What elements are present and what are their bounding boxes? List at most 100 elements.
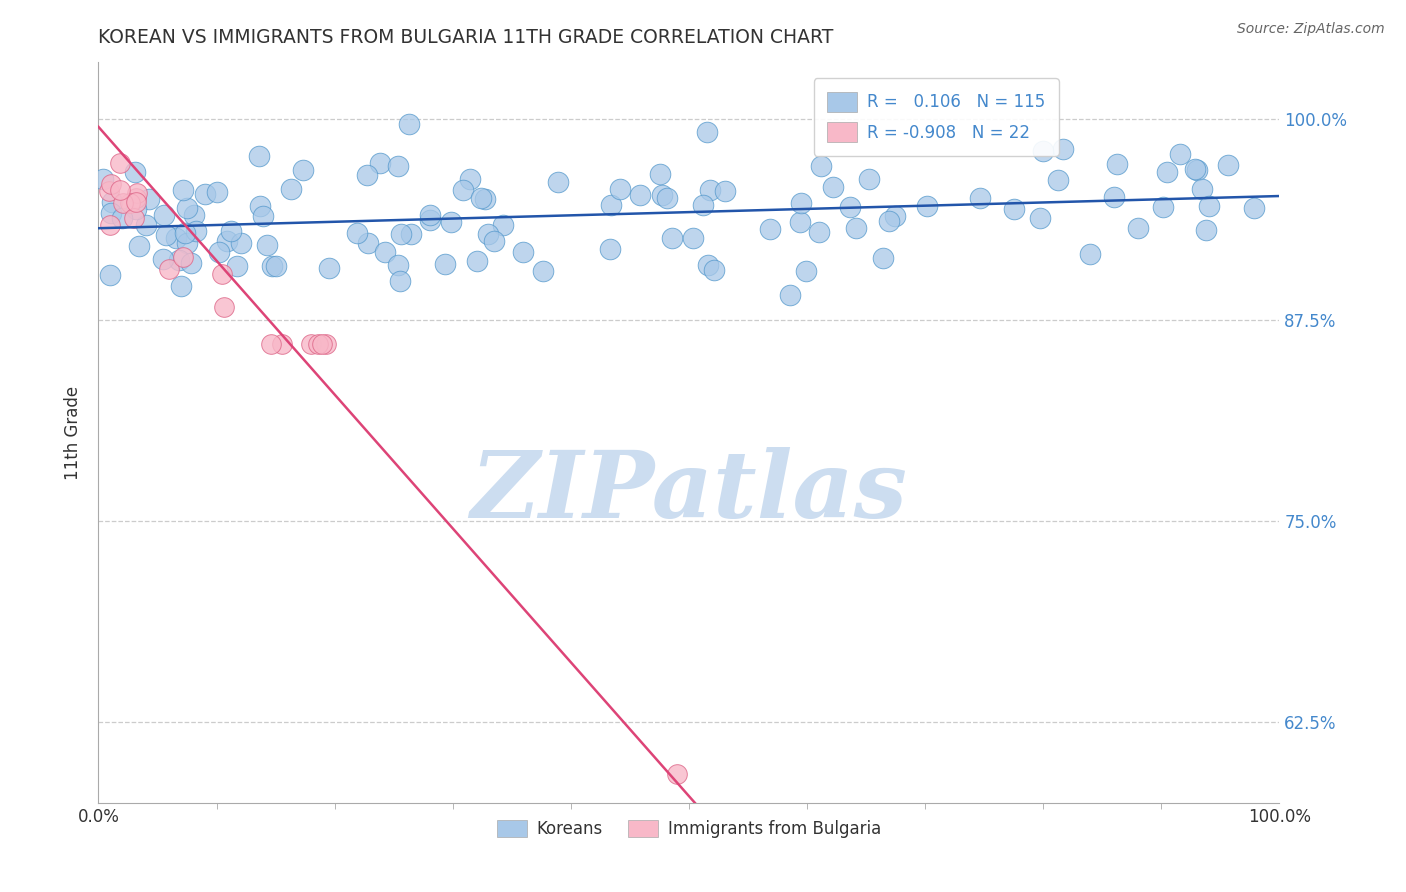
Legend: Koreans, Immigrants from Bulgaria: Koreans, Immigrants from Bulgaria	[488, 812, 890, 847]
Point	[127, 186, 149, 200]
Point	[470, 191, 492, 205]
Point	[172, 250, 194, 264]
Point	[194, 186, 217, 201]
Point	[271, 337, 294, 351]
Point	[484, 234, 506, 248]
Point	[101, 194, 124, 209]
Point	[651, 188, 673, 202]
Point	[692, 197, 714, 211]
Point	[100, 206, 122, 220]
Point	[600, 197, 623, 211]
Point	[111, 211, 134, 225]
Point	[100, 177, 122, 191]
Point	[883, 209, 905, 223]
Point	[391, 227, 413, 241]
Point	[170, 279, 193, 293]
Point	[703, 263, 725, 277]
Point	[1185, 163, 1208, 178]
Point	[1046, 173, 1069, 187]
Point	[176, 236, 198, 251]
Point	[419, 212, 441, 227]
Point	[280, 182, 302, 196]
Point	[357, 235, 380, 250]
Point	[184, 224, 207, 238]
Point	[451, 183, 474, 197]
Point	[872, 251, 894, 265]
Point	[1191, 182, 1213, 196]
Point	[264, 259, 287, 273]
Point	[512, 244, 534, 259]
Point	[666, 767, 689, 781]
Point	[628, 188, 651, 202]
Point	[531, 263, 554, 277]
Y-axis label: 11th Grade: 11th Grade	[65, 385, 83, 480]
Point	[387, 159, 409, 173]
Point	[969, 191, 991, 205]
Point	[125, 202, 148, 216]
Point	[433, 257, 456, 271]
Point	[419, 208, 441, 222]
Point	[845, 220, 868, 235]
Point	[1052, 142, 1074, 156]
Point	[599, 243, 621, 257]
Point	[208, 244, 231, 259]
Point	[110, 156, 132, 170]
Point	[98, 268, 121, 282]
Point	[609, 182, 631, 196]
Point	[1002, 202, 1025, 217]
Point	[138, 192, 160, 206]
Point	[915, 199, 938, 213]
Point	[810, 159, 832, 173]
Point	[821, 180, 844, 194]
Point	[1029, 211, 1052, 225]
Point	[1032, 144, 1054, 158]
Point	[318, 260, 340, 275]
Point	[152, 252, 174, 266]
Point	[794, 263, 817, 277]
Point	[789, 214, 811, 228]
Point	[260, 259, 283, 273]
Point	[1152, 201, 1174, 215]
Point	[155, 227, 177, 242]
Point	[1198, 199, 1220, 213]
Point	[249, 199, 271, 213]
Point	[661, 231, 683, 245]
Point	[128, 239, 150, 253]
Point	[97, 184, 120, 198]
Point	[374, 244, 396, 259]
Point	[153, 208, 176, 222]
Point	[779, 287, 801, 301]
Point	[1078, 247, 1101, 261]
Point	[648, 167, 671, 181]
Point	[1170, 147, 1192, 161]
Point	[491, 218, 513, 232]
Point	[167, 252, 190, 267]
Point	[389, 275, 412, 289]
Point	[229, 235, 252, 250]
Point	[1194, 223, 1216, 237]
Point	[249, 149, 271, 163]
Point	[256, 238, 278, 252]
Point	[477, 227, 499, 241]
Point	[307, 337, 329, 351]
Point	[122, 211, 145, 226]
Point	[346, 226, 368, 240]
Point	[205, 185, 228, 199]
Point	[157, 261, 180, 276]
Point	[124, 165, 146, 179]
Point	[1216, 158, 1239, 172]
Point	[356, 169, 378, 183]
Point	[172, 183, 194, 197]
Point	[368, 156, 391, 170]
Point	[858, 172, 880, 186]
Point	[1184, 162, 1206, 177]
Point	[225, 259, 247, 273]
Point	[398, 117, 420, 131]
Point	[215, 234, 238, 248]
Point	[1243, 202, 1265, 216]
Text: KOREAN VS IMMIGRANTS FROM BULGARIA 11TH GRADE CORRELATION CHART: KOREAN VS IMMIGRANTS FROM BULGARIA 11TH …	[98, 28, 834, 47]
Point	[260, 337, 283, 351]
Point	[299, 337, 322, 351]
Point	[315, 337, 337, 351]
Point	[180, 255, 202, 269]
